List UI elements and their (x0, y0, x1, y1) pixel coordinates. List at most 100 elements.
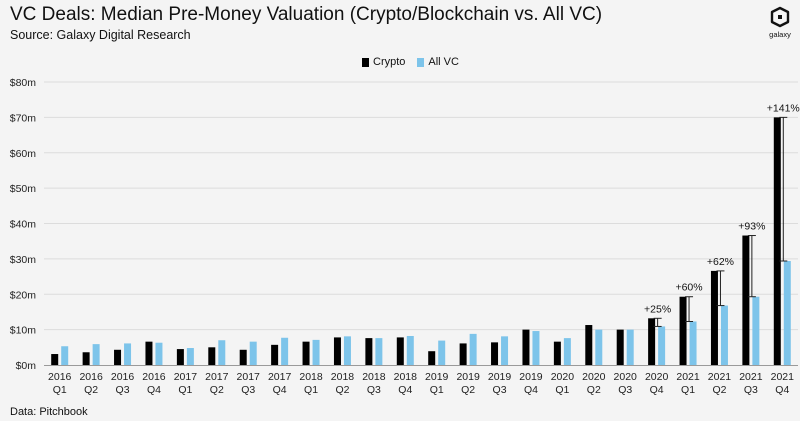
x-tick-label-year: 2017 (174, 371, 198, 383)
x-tick-label-year: 2021 (676, 371, 700, 383)
x-tick-label-year: 2019 (456, 371, 480, 383)
bar-crypto (616, 329, 624, 365)
bar-allvc (406, 335, 414, 365)
x-tick-label-quarter: Q3 (744, 384, 758, 396)
bar-crypto (710, 270, 718, 365)
legend-swatch-crypto (362, 57, 369, 67)
x-tick-label-year: 2016 (48, 371, 72, 383)
bar-crypto (459, 343, 467, 365)
x-tick-label-quarter: Q2 (210, 384, 224, 396)
bar-allvc (626, 329, 634, 365)
y-tick-label: $80m (10, 77, 37, 89)
bar-crypto (51, 354, 59, 365)
y-tick-label: $70m (10, 112, 37, 124)
x-tick-label-year: 2017 (268, 371, 292, 383)
y-tick-label: $60m (10, 148, 37, 160)
x-tick-label-quarter: Q2 (335, 384, 349, 396)
x-tick-label-quarter: Q3 (116, 384, 130, 396)
x-tick-label-quarter: Q3 (367, 384, 381, 396)
difference-label: +93% (738, 221, 765, 233)
bar-crypto (271, 344, 279, 365)
bar-allvc (438, 340, 446, 365)
bar-allvc (375, 338, 383, 365)
bar-crypto (522, 329, 530, 365)
bar-allvc (783, 260, 791, 365)
x-tick-label-year: 2020 (582, 371, 606, 383)
bar-allvc (281, 337, 289, 365)
bar-crypto (114, 349, 122, 365)
bar-crypto (208, 347, 216, 365)
bar-allvc (186, 348, 194, 365)
x-tick-label-quarter: Q4 (775, 384, 789, 396)
x-tick-label-quarter: Q2 (84, 384, 98, 396)
x-tick-label-year: 2019 (425, 371, 449, 383)
bar-allvc (249, 341, 257, 365)
bar-crypto (82, 352, 90, 365)
bars (51, 117, 791, 365)
bar-crypto (679, 296, 687, 365)
x-tick-label-year: 2021 (771, 371, 795, 383)
x-tick-label-year: 2020 (551, 371, 575, 383)
legend-item-crypto: Crypto (362, 56, 405, 68)
difference-label: +60% (675, 282, 702, 294)
y-tick-label: $40m (10, 219, 37, 231)
bar-crypto (396, 337, 404, 365)
x-tick-label-year: 2018 (394, 371, 418, 383)
bar-crypto (585, 325, 593, 365)
chart-legend: Crypto All VC (362, 55, 459, 69)
chart-title: VC Deals: Median Pre-Money Valuation (Cr… (10, 4, 603, 25)
bar-allvc (532, 331, 540, 365)
grid-lines (44, 81, 798, 331)
x-tick-label-year: 2018 (362, 371, 386, 383)
data-source-footnote: Data: Pitchbook (10, 406, 88, 418)
bar-crypto (428, 351, 436, 365)
x-tick-label-year: 2016 (111, 371, 135, 383)
bar-crypto (239, 349, 247, 365)
bar-crypto (176, 349, 184, 365)
bar-allvc (343, 336, 351, 365)
x-tick-label-quarter: Q1 (304, 384, 318, 396)
x-tick-label-year: 2018 (299, 371, 323, 383)
bar-allvc (92, 344, 100, 365)
x-tick-label-year: 2016 (142, 371, 166, 383)
bar-allvc (312, 339, 320, 365)
legend-swatch-allvc (417, 57, 425, 67)
bar-allvc (720, 305, 728, 365)
x-tick-label-quarter: Q3 (493, 384, 507, 396)
bar-crypto (648, 318, 656, 365)
y-tick-label: $10m (10, 325, 37, 337)
bar-allvc (469, 333, 477, 365)
x-tick-label-quarter: Q2 (461, 384, 475, 396)
x-tick-label-quarter: Q1 (430, 384, 444, 396)
bar-allvc (155, 342, 163, 365)
axes: $0m$10m$20m$30m$40m$50m$60m$70m$80m2016Q… (10, 77, 798, 396)
x-tick-label-year: 2019 (519, 371, 543, 383)
difference-label: +141% (767, 102, 800, 114)
bar-crypto (302, 341, 310, 365)
bar-allvc (595, 329, 603, 365)
x-tick-label-quarter: Q2 (712, 384, 726, 396)
x-tick-label-quarter: Q1 (53, 384, 67, 396)
x-tick-label-quarter: Q3 (618, 384, 632, 396)
annotations: +25% +60% +62% +93% +141% (644, 102, 800, 327)
legend-item-allvc: All VC (417, 56, 459, 68)
bar-allvc (689, 321, 697, 365)
legend-label-crypto: Crypto (373, 56, 406, 68)
x-tick-label-quarter: Q4 (398, 384, 412, 396)
x-tick-label-year: 2017 (237, 371, 261, 383)
x-tick-label-quarter: Q4 (650, 384, 664, 396)
bar-crypto (742, 235, 750, 365)
y-tick-label: $50m (10, 183, 37, 195)
y-tick-label: $30m (10, 254, 37, 266)
x-tick-label-year: 2020 (645, 371, 669, 383)
x-tick-label-quarter: Q1 (681, 384, 695, 396)
legend-label-allvc: All VC (428, 56, 459, 68)
difference-label: +62% (707, 256, 734, 268)
bar-allvc (124, 343, 132, 365)
bar-allvc (752, 296, 760, 365)
bar-crypto (333, 337, 341, 365)
x-tick-label-year: 2021 (708, 371, 732, 383)
bar-crypto (773, 117, 781, 365)
x-tick-label-quarter: Q4 (524, 384, 538, 396)
